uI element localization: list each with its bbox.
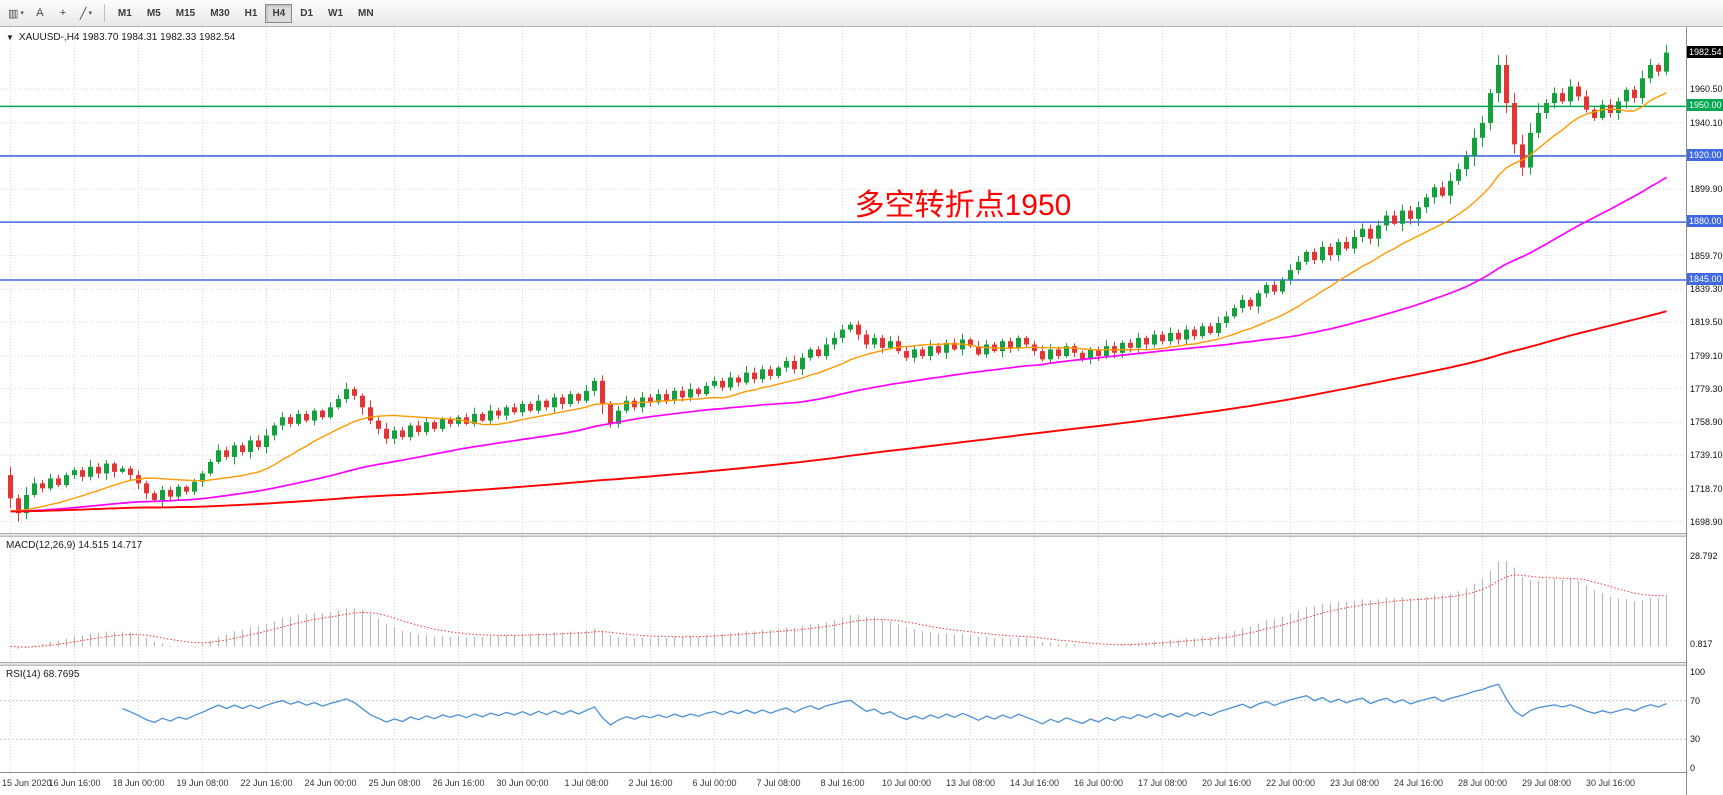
ma-mid-line (10, 176, 1667, 513)
timeframe-h1-button[interactable]: H1 (244, 7, 258, 19)
draw-tools-menu-icon: ╱ (79, 7, 87, 20)
ma-slow-line (10, 310, 1667, 513)
ma-fast-line (10, 92, 1667, 512)
collapse-triangle-icon[interactable]: ▼ (6, 33, 14, 42)
time-label: 28 Jul 00:00 (1457, 778, 1508, 788)
hline-price-tag: 1845.00 (1687, 273, 1723, 285)
timeframe-m5-button[interactable]: M5 (146, 7, 161, 19)
chart-type-menu-button[interactable]: ▥ ▾ (4, 3, 28, 24)
hline-price-tag: 1880.00 (1687, 215, 1723, 228)
time-label: 25 Jun 08:00 (368, 778, 421, 788)
text-annotation-icon: A (36, 7, 44, 19)
macd-label: MACD(12,26,9) 14.515 14.717 (6, 540, 143, 551)
time-label: 22 Jul 00:00 (1265, 778, 1316, 788)
time-label: 18 Jun 00:00 (112, 778, 165, 788)
rsi-scale-label: 70 (1690, 695, 1701, 706)
time-label: 16 Jul 00:00 (1073, 778, 1124, 788)
time-label: 1 Jul 08:00 (564, 778, 609, 788)
time-label: 29 Jul 08:00 (1521, 778, 1572, 788)
panel-separator[interactable] (0, 662, 1723, 666)
time-label: 7 Jul 08:00 (756, 778, 801, 788)
time-label: 24 Jun 00:00 (304, 778, 357, 788)
time-label: 17 Jul 08:00 (1137, 778, 1188, 788)
time-label: 16 Jun 16:00 (48, 778, 101, 788)
timeframe-m15-button[interactable]: M15 (175, 7, 196, 19)
rsi-scale-label: 30 (1690, 734, 1701, 745)
time-label: 14 Jul 16:00 (1009, 778, 1060, 788)
rsi-scale-label: 100 (1690, 667, 1706, 677)
toolbar-divider (103, 4, 105, 22)
time-label: 15 Jun 2020 (2, 778, 52, 788)
time-label: 2 Jul 16:00 (628, 778, 673, 788)
time-label: 10 Jul 00:00 (881, 778, 932, 788)
price-scale-label: 1718.70 (1690, 483, 1723, 494)
time-label: 30 Jul 16:00 (1585, 778, 1636, 788)
price-scale-label: 1758.90 (1690, 417, 1723, 428)
time-label: 8 Jul 16:00 (820, 778, 865, 788)
symbol-info: ▼ XAUUSD-,H4 1983.70 1984.31 1982.33 198… (6, 32, 235, 43)
timeframe-mn-button[interactable]: MN (358, 7, 374, 19)
macd-scale-label: 0.817 (1690, 638, 1713, 649)
time-label: 30 Jun 00:00 (496, 778, 549, 788)
time-label: 20 Jul 16:00 (1201, 778, 1252, 788)
hline-price-tag: 1920.00 (1687, 148, 1723, 161)
price-scale-label: 1899.90 (1690, 184, 1723, 195)
time-label: 19 Jun 08:00 (176, 778, 229, 788)
price-scale-label: 1859.70 (1690, 250, 1723, 261)
price-scale-label: 1779.30 (1690, 383, 1723, 394)
timeframe-d1-button[interactable]: D1 (300, 7, 314, 19)
rsi-scale-label: 0 (1690, 763, 1696, 773)
time-label: 22 Jun 16:00 (240, 778, 293, 788)
chevron-down-icon: ▾ (20, 10, 24, 17)
time-label: 23 Jul 08:00 (1329, 778, 1380, 788)
crosshair-icon: + (59, 7, 67, 19)
price-scale[interactable]: 1960.50 1940.10 1899.90 1859.70 1839.30 1819.… (1686, 27, 1723, 795)
text-annotation-button[interactable]: A (29, 3, 51, 24)
macd-scale-label: 28.792 (1690, 551, 1718, 562)
time-label: 26 Jun 16:00 (432, 778, 485, 788)
price-scale-label: 1940.10 (1690, 117, 1723, 128)
grid-lines (0, 27, 1686, 772)
candles-series[interactable] (8, 44, 1669, 522)
price-scale-label: 1960.50 (1690, 84, 1723, 94)
price-scale-label: 1698.90 (1690, 516, 1723, 527)
draw-tools-menu-button[interactable]: ╱ ▾ (75, 3, 97, 24)
chart-type-menu-icon: ▥ (8, 7, 19, 20)
time-label: 6 Jul 00:00 (692, 778, 737, 788)
timeframe-m30-button[interactable]: M30 (210, 7, 230, 19)
rsi-line (122, 683, 1667, 726)
price-scale-label: 1819.50 (1690, 317, 1723, 328)
rsi-label: RSI(14) 68.7695 (6, 669, 80, 680)
time-label: 13 Jul 08:00 (945, 778, 996, 788)
chart-annotation-text: 多空转折点1950 (854, 189, 1072, 222)
timeframe-m1-button[interactable]: M1 (117, 7, 132, 19)
price-scale-label: 1739.10 (1690, 450, 1723, 461)
timeframe-h4-button[interactable]: H4 (265, 3, 293, 23)
crosshair-button[interactable]: + (52, 3, 74, 24)
chevron-down-icon: ▾ (88, 10, 92, 17)
timeframe-w1-button[interactable]: W1 (328, 7, 344, 19)
time-label: 24 Jul 16:00 (1393, 778, 1444, 788)
current-price-tag: 1982.54 (1687, 45, 1723, 58)
panel-separator[interactable] (0, 533, 1723, 537)
hline-price-tag: 1950.00 (1687, 99, 1723, 112)
time-axis[interactable]: 15 Jun 2020 16 Jun 16:00 18 Jun 00:00 19 Ju… (0, 772, 1723, 795)
price-scale-label: 1839.30 (1690, 284, 1723, 295)
price-scale-label: 1799.10 (1690, 350, 1723, 361)
symbol-ohlc-text: XAUUSD-,H4 1983.70 1984.31 1982.33 1982.… (18, 32, 236, 43)
toolbar: ▥ ▾ A + ╱ ▾ M1 M5 M15 M30 H1 H4 D1 W1 MN (0, 0, 1723, 27)
